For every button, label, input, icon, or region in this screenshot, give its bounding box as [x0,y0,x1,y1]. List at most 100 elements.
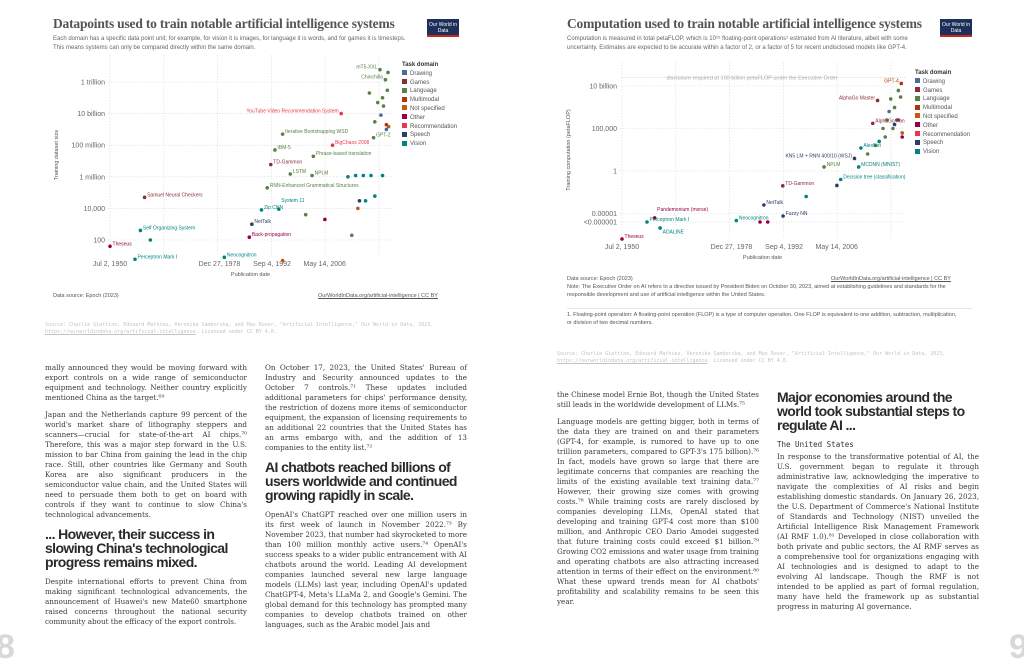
chart2-note: Note: The Executive Order on AI refers t… [567,284,946,298]
data-point [349,233,354,238]
chart1-link[interactable]: OurWorldInData.org/artificial-intelligen… [318,293,438,299]
legend-item[interactable]: Games [915,87,970,96]
legend-item[interactable]: Games [402,79,457,88]
data-point-label: YouTube Video Recommendation System [246,109,338,115]
data-point-label: BigChaos 2008 [335,140,369,146]
data-point [383,77,388,82]
data-point-label: Zip CNN [264,205,284,211]
legend-label: Vision [923,149,940,156]
legend-item[interactable]: Other [915,122,970,131]
data-point [873,143,878,148]
data-point [822,165,826,169]
legend-item[interactable]: Language [402,87,457,96]
legend-item[interactable]: Speech [402,131,457,140]
legend-item[interactable]: Other [402,114,457,123]
paragraph: Japan and the Netherlands capture 99 per… [45,410,247,519]
legend-swatch [402,131,407,137]
legend-title: Task domain [402,62,439,68]
data-point [310,173,314,178]
data-point [379,113,383,117]
right-column-2: Major economies around the world took su… [777,388,979,619]
legend-item[interactable]: Drawing [915,78,970,87]
y-tick-label: 1 trillion [81,80,105,87]
citation-link[interactable]: https://ourworldindata.org/artificial-in… [557,358,708,364]
data-point [870,121,875,126]
data-point [896,118,901,122]
y-axis-label: Training dataset size [54,130,60,181]
data-point [323,217,327,222]
y-tick-label: 0.00001 [592,211,617,218]
data-point [133,257,137,262]
section-heading: Major economies around the world took su… [777,389,965,433]
paragraph: On October 17, 2023, the United States' … [265,363,467,452]
data-point [375,100,380,105]
chart2-link[interactable]: OurWorldInData.org/artificial-intelligen… [831,276,951,282]
data-point [765,220,770,224]
data-point [838,177,843,182]
y-tick-label: 100 million [72,143,106,150]
data-point-label: NetTalk [254,219,271,225]
data-point [804,194,808,199]
data-point [280,258,285,263]
data-point [900,131,905,135]
data-point [758,220,762,224]
data-point [852,156,857,161]
paragraph: Language models are getting bigger, both… [557,417,759,606]
legend-item[interactable]: Speech [915,139,970,148]
x-tick-label: Sep 4, 1992 [765,244,803,251]
data-point-label: NPLM [315,171,329,177]
legend-item[interactable]: Vision [915,148,970,157]
data-point-label: Pandemonium (morse) [657,207,708,213]
legend-item[interactable]: Recommendation [402,123,457,132]
data-point-label: NetTalk [766,200,783,206]
chart2-subtitle: Computation is measured in total petaFLO… [567,36,908,51]
legend-item[interactable]: Not specified [915,113,970,122]
legend-item[interactable]: Recommendation [915,131,970,140]
legend-label: Multimodal [410,97,440,104]
data-point-label: Neocognitron [227,252,257,258]
data-point [865,152,870,156]
legend-swatch [402,79,407,85]
data-point [620,237,624,241]
page-number: 8 [0,628,15,666]
legend-item[interactable]: Multimodal [915,104,970,113]
x-tick-label: May 14, 2006 [303,261,346,268]
legend-label: Not specified [923,113,958,120]
chart1-citation: Source: Charlie Giattino, Edouard Mathie… [45,322,434,335]
data-point [645,220,649,224]
x-tick-label: Jul 2, 1950 [93,261,127,268]
threshold-annotation: disclosure required at 100 billion petaF… [666,76,837,82]
legend-item[interactable]: Multimodal [402,96,457,105]
legend-title: Task domain [915,70,952,76]
data-point [781,214,785,218]
data-point-label: System 11 [281,198,304,204]
data-point [658,226,662,230]
legend-item[interactable]: Language [915,95,970,104]
legend-label: Games [410,79,430,86]
right-column-1: the Chinese model Ernie Bot, though the … [557,390,759,614]
data-point [142,195,147,200]
citation-link[interactable]: https://ourworldindata.org/artificial-in… [45,329,196,335]
legend-swatch [915,78,920,84]
data-point [892,105,897,110]
data-point [385,88,390,93]
chart2-plot: <0.000001 0.00001 1 100,000 10 billion Jul 2,… [566,62,906,261]
data-point-label: Theseus [625,234,645,240]
data-point [265,186,270,190]
x-tick-label: Sep 4, 1992 [253,261,291,268]
legend-item[interactable]: Not specified [402,105,457,114]
chart1-plot: 100 10,000 1 million 100 million 10 billion 1… [54,55,393,278]
legend-item[interactable]: Vision [402,140,457,149]
legend-label: Drawing [410,70,433,77]
data-point [276,207,281,211]
owid-logo: Our World in Data [940,19,972,37]
x-tick-label: May 14, 2006 [815,244,858,251]
data-point-label: MCDNN (MNIST) [861,162,900,168]
data-point-label: AlexNet [863,143,881,149]
legend-swatch [402,114,407,120]
legend-item[interactable]: Drawing [402,70,457,79]
data-point [891,126,895,131]
legend-label: Speech [923,140,944,147]
legend-label: Recommendation [410,123,458,130]
data-point [386,70,390,75]
